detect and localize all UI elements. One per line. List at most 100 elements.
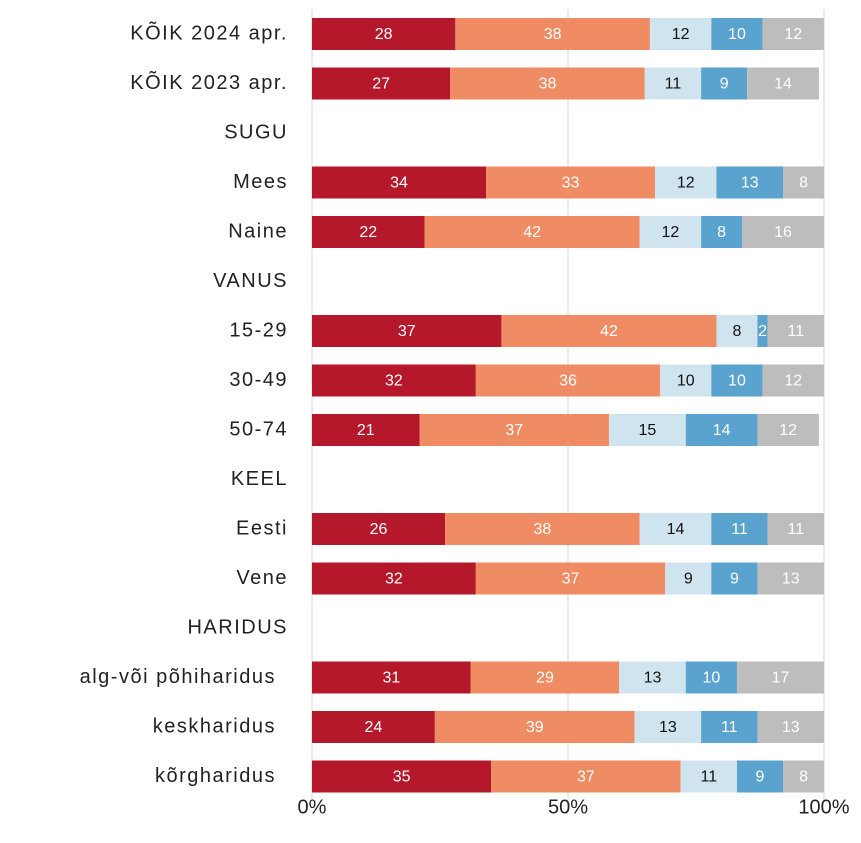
category-label: Vene (236, 567, 288, 589)
bar-segment (312, 711, 435, 743)
bar-segment (685, 414, 758, 446)
bar-segment (312, 315, 502, 347)
bar-segment (312, 216, 425, 248)
bar-segment (634, 711, 702, 743)
bar-segment (757, 414, 819, 446)
data-label: 11 (721, 719, 738, 736)
data-label: 22 (359, 224, 377, 241)
data-label: 12 (784, 373, 802, 390)
data-label: 11 (731, 521, 748, 538)
bar-segment (701, 711, 758, 743)
bar-segment (608, 414, 686, 446)
bar-segment (419, 414, 609, 446)
bar-segment (655, 166, 717, 199)
category-label: KÕIK 2024 apr. (130, 20, 288, 44)
data-label: 11 (665, 76, 682, 93)
bar-segment (619, 661, 686, 694)
bar-segment (680, 760, 737, 793)
bar-segment (639, 216, 702, 248)
data-label: 21 (357, 422, 375, 439)
data-label: 8 (717, 224, 726, 241)
bar-segment (639, 513, 712, 545)
data-label: 9 (684, 571, 693, 588)
bar-segment (757, 562, 824, 595)
data-label: 12 (662, 224, 680, 241)
data-label: 12 (779, 422, 797, 439)
data-label: 37 (505, 422, 523, 439)
category-label: 50-74 (229, 418, 288, 440)
bar-segment (470, 661, 620, 694)
data-label: 9 (730, 571, 739, 588)
bar-segment (312, 414, 420, 446)
data-label: 16 (774, 224, 792, 241)
data-label: 11 (788, 323, 805, 340)
bar-segment (742, 216, 824, 248)
bar-segment (312, 18, 456, 50)
data-label: 38 (539, 76, 557, 93)
data-label: 33 (562, 175, 580, 192)
category-label: KÕIK 2023 apr. (130, 70, 288, 94)
bar-segment (501, 315, 717, 347)
bar-segment (312, 562, 476, 595)
data-label: 36 (559, 373, 577, 390)
data-label: 9 (720, 76, 729, 93)
category-label: Mees (233, 171, 288, 193)
data-label: 37 (562, 571, 580, 588)
bar-segment (767, 513, 824, 545)
x-tick-label: 0% (298, 796, 327, 818)
bar-segment (475, 364, 661, 397)
category-label: 15-29 (229, 319, 288, 341)
category-label: KEEL (231, 468, 288, 490)
bar-segment (757, 711, 824, 743)
data-label: 14 (713, 422, 731, 439)
bar-segment (434, 711, 635, 743)
bar-segment (486, 166, 656, 199)
category-label: keskharidus (153, 715, 276, 737)
category-label: Naine (228, 220, 288, 242)
bar-segment (711, 364, 763, 397)
bar-segment (711, 513, 768, 545)
bar-segment (762, 18, 824, 50)
data-label: 9 (756, 769, 765, 786)
x-tick-label: 100% (798, 796, 849, 818)
data-label: 32 (385, 373, 403, 390)
bar-segment (736, 760, 784, 793)
category-label: VANUS (213, 270, 288, 292)
bar-segment (736, 661, 824, 694)
data-label: 38 (544, 26, 562, 43)
category-label: 30-49 (229, 369, 288, 391)
bar-segment (716, 166, 784, 199)
data-label: 13 (782, 571, 800, 588)
data-label: 24 (365, 719, 383, 736)
data-label: 13 (782, 719, 800, 736)
bar-segment (312, 166, 487, 199)
data-label: 37 (398, 323, 416, 340)
bar-segment (424, 216, 640, 248)
data-label: 8 (799, 769, 808, 786)
category-label: alg-või põhiharidus (80, 666, 276, 688)
bar-segment (475, 562, 666, 595)
data-label: 42 (600, 323, 618, 340)
data-label: 2 (758, 323, 767, 340)
data-label: 12 (672, 26, 690, 43)
data-label: 28 (375, 26, 393, 43)
bar-segment (455, 18, 650, 50)
bar-segment (312, 661, 471, 694)
bar-segment (783, 166, 824, 199)
category-label: kõrgharidus (155, 765, 276, 787)
data-label: 29 (536, 670, 554, 687)
data-label: 11 (700, 769, 717, 786)
data-label: 31 (382, 670, 400, 687)
bar-segment (450, 67, 645, 100)
data-label: 15 (638, 422, 656, 439)
category-label: HARIDUS (187, 616, 288, 638)
data-label: 39 (526, 719, 544, 736)
bar-segment (312, 364, 476, 397)
data-label: 11 (788, 521, 805, 538)
bar-segment (701, 67, 748, 100)
data-label: 27 (372, 76, 390, 93)
bar-segment (711, 18, 763, 50)
data-label: 42 (523, 224, 541, 241)
data-label: 38 (534, 521, 552, 538)
bar-segment (762, 364, 824, 397)
